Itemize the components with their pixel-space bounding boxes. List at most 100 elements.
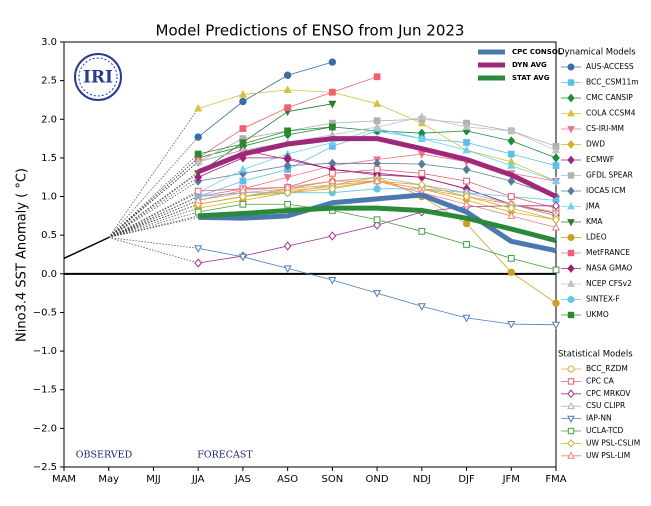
connector — [108, 211, 199, 238]
marker — [462, 122, 471, 131]
y-tick-label: 1.5 — [41, 153, 57, 164]
marker — [567, 365, 575, 373]
marker — [507, 161, 516, 169]
marker — [507, 150, 515, 158]
marker — [284, 200, 292, 208]
x-tick-label: MAM — [52, 474, 76, 485]
legend-label: SINTEX-F — [586, 295, 620, 304]
y-tick-label: 0.5 — [41, 230, 57, 241]
x-tick-label: May — [98, 474, 119, 485]
connector — [108, 203, 199, 238]
legend-label: CS-IRI-MM — [586, 124, 624, 133]
connector — [108, 108, 199, 238]
marker — [194, 150, 202, 158]
marker — [239, 177, 247, 185]
marker — [418, 169, 426, 177]
y-tick-label: 0.0 — [41, 269, 57, 280]
legend-label: UW PSL-LIM — [586, 451, 630, 460]
legend-title: Statistical Models — [558, 350, 633, 360]
marker — [238, 89, 247, 98]
marker — [567, 234, 575, 241]
marker — [239, 140, 247, 148]
marker — [567, 109, 575, 117]
connector — [108, 173, 199, 238]
x-tick-label: JFM — [502, 474, 520, 485]
marker — [507, 136, 516, 146]
marker — [567, 264, 575, 273]
legend-label: BCC_RZDM — [586, 364, 628, 373]
marker — [567, 155, 575, 165]
marker — [194, 133, 202, 141]
marker — [194, 245, 203, 253]
x-tick-label: JJA — [191, 474, 205, 485]
y-tick-label: −1.5 — [33, 385, 57, 396]
connector — [108, 237, 199, 264]
legend-label: IOCAS ICM — [586, 186, 626, 195]
marker — [507, 254, 515, 262]
x-tick-label: NDJ — [413, 474, 431, 485]
marker — [567, 79, 575, 86]
legend-label: UKMO — [586, 310, 609, 319]
legend-title: Dynamical Models — [558, 48, 636, 58]
marker — [239, 200, 247, 208]
marker — [567, 202, 575, 210]
marker — [567, 93, 575, 103]
legend-label: LDEO — [586, 233, 607, 242]
marker — [328, 176, 337, 185]
legend-label: UCLA-TCD — [586, 426, 623, 435]
marker — [328, 231, 337, 241]
marker — [238, 164, 247, 173]
legend-label: STAT AVG — [512, 74, 550, 82]
connector — [108, 176, 199, 238]
legend-label: IAP-NN — [586, 414, 612, 423]
marker — [551, 176, 561, 185]
y-tick-label: 2.0 — [41, 114, 57, 125]
legend-label: COLA CCSM4 — [586, 109, 636, 118]
marker — [194, 187, 202, 195]
legend-label: GFDL SPEAR — [586, 171, 633, 180]
marker — [194, 103, 203, 112]
marker — [373, 220, 381, 230]
average-line — [197, 136, 558, 199]
legend-label: CPC CA — [586, 376, 615, 385]
legend-label: NASA GMAO — [586, 264, 632, 273]
y-tick-label: −2.0 — [33, 423, 57, 434]
marker — [463, 139, 470, 146]
legend-label: ECMWF — [586, 155, 614, 164]
marker — [328, 137, 337, 146]
logo-circle — [74, 53, 122, 101]
marker — [567, 140, 575, 149]
marker — [283, 182, 292, 191]
marker — [283, 174, 292, 182]
marker — [373, 185, 381, 193]
legend-label: DYN AVG — [512, 61, 547, 69]
marker — [567, 439, 575, 448]
x-tick-label: JAS — [234, 474, 251, 485]
connector — [108, 136, 199, 238]
marker — [463, 241, 470, 248]
marker — [283, 188, 292, 198]
logo-ring — [78, 57, 118, 97]
marker — [418, 227, 426, 235]
marker — [328, 100, 337, 109]
marker — [462, 199, 471, 208]
legend-label: NCEP CFSv2 — [586, 279, 632, 288]
marker — [567, 401, 575, 410]
x-tick-label: DJF — [458, 474, 475, 485]
model-line — [197, 103, 333, 174]
marker — [283, 161, 292, 171]
marker — [567, 249, 575, 257]
connector — [108, 237, 199, 249]
marker — [551, 321, 561, 330]
average-line — [198, 205, 557, 244]
marker — [328, 169, 336, 177]
marker — [328, 58, 337, 66]
model-line — [198, 247, 557, 326]
marker — [194, 195, 203, 204]
marker — [373, 122, 382, 131]
marker — [328, 123, 336, 131]
marker — [567, 415, 575, 423]
plot-frame — [63, 41, 557, 468]
connector — [108, 207, 199, 238]
marker — [567, 126, 575, 134]
